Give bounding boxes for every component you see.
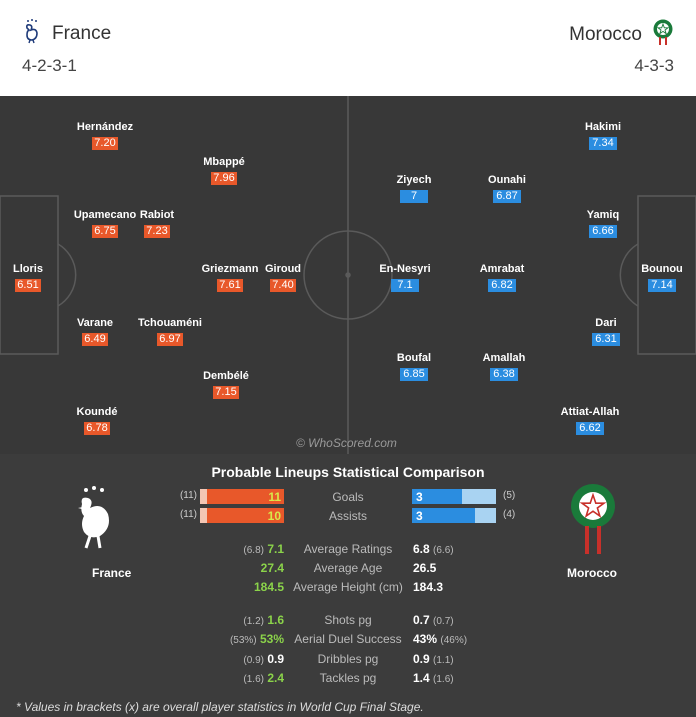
stat-label: Goals	[332, 490, 364, 504]
stats-comparison: Probable Lineups Statistical Comparison …	[0, 454, 696, 717]
home-team-label: France	[92, 566, 132, 580]
match-header: France 4-2-3-1 Morocco 4-3-3	[0, 0, 696, 96]
player-rating: 7.61	[217, 279, 243, 292]
stat-row: (1.6) 2.4 Tackles pg 1.4 (1.6)	[243, 671, 454, 685]
watermark: © WhoScored.com	[296, 436, 397, 450]
player-rating: 7.20	[92, 137, 118, 150]
away-team-label: Morocco	[567, 566, 618, 580]
away-bar-fill	[412, 508, 475, 523]
comparison-title: Probable Lineups Statistical Comparison	[211, 464, 485, 480]
home-bar: 11	[200, 489, 284, 504]
home-player[interactable]: Tchouaméni 6.97	[138, 317, 202, 346]
away-player[interactable]: Dari 6.31	[546, 316, 666, 346]
away-bar-fill	[412, 489, 462, 504]
home-player[interactable]: Lloris 6.51	[13, 263, 43, 292]
home-bar-fill	[207, 489, 284, 504]
player-rating: 7.23	[144, 225, 170, 238]
player-rating: 7.14	[648, 279, 676, 292]
away-formation: 4-3-3	[634, 56, 674, 75]
home-player[interactable]: Giroud 7.40	[264, 263, 302, 292]
away-player[interactable]: Yamiq 6.66	[586, 209, 620, 238]
home-player[interactable]: Upamecano 6.75	[73, 209, 137, 238]
player-rating: 7.34	[589, 137, 617, 150]
player-rating: 6.97	[157, 333, 183, 346]
player-rating: 7.96	[211, 172, 237, 185]
away-player[interactable]: Boufal 6.85	[396, 352, 432, 381]
player-rating: 6.31	[592, 333, 620, 346]
away-player[interactable]: Attiat-Allah 6.62	[560, 406, 620, 435]
player-rating: 6.62	[576, 422, 604, 435]
morocco-crest-icon	[652, 18, 674, 52]
pitch-markings	[0, 96, 696, 454]
home-player[interactable]: Koundé 6.78	[76, 406, 118, 435]
away-player[interactable]: Amrabat 6.82	[479, 263, 525, 292]
player-rating: 6.78	[84, 422, 110, 435]
away-team[interactable]: Morocco	[569, 18, 674, 52]
player-rating: 6.66	[589, 225, 617, 238]
france-rooster-icon	[22, 18, 42, 50]
player-rating: 7	[400, 190, 428, 203]
stat-row-assists: (11) 10 Assists 3 (4)	[0, 508, 696, 524]
away-player[interactable]: Hakimi 7.34	[584, 121, 622, 150]
home-overall: (11)	[179, 490, 197, 501]
stat-label: Assists	[328, 509, 367, 523]
away-player[interactable]: Bounou 7.14	[641, 263, 683, 292]
footnote: * Values in brackets (x) are overall pla…	[16, 700, 424, 714]
home-player[interactable]: Hernández 7.20	[76, 121, 134, 150]
away-player[interactable]: Ziyech 7	[396, 174, 432, 203]
lineup-pitch: Hernández 7.20 Mbappé 7.96 Upamecano 6.7…	[0, 96, 696, 454]
home-player[interactable]: Griezmann 7.61	[201, 263, 259, 292]
stat-row: 27.4 Average Age 26.5	[260, 561, 437, 575]
home-player[interactable]: Dembélé 7.15	[203, 370, 249, 399]
france-rooster-icon	[64, 486, 124, 557]
player-rating: 6.85	[400, 368, 428, 381]
home-formation: 4-2-3-1	[22, 56, 77, 75]
stat-row: (6.8) 7.1 Average Ratings 6.8 (6.6)	[243, 542, 454, 556]
away-bar: 3	[412, 489, 496, 504]
away-player[interactable]: En-Nesyri 7.1	[379, 263, 431, 292]
stat-row: (0.9) 0.9 Dribbles pg 0.9 (1.1)	[243, 652, 454, 666]
home-player[interactable]: Mbappé 7.96	[203, 156, 245, 185]
home-player[interactable]: Varane 6.49	[76, 317, 114, 346]
player-rating: 6.87	[493, 190, 521, 203]
morocco-crest-icon	[570, 482, 616, 563]
home-bar-fill	[207, 508, 284, 523]
home-bar: 10	[200, 508, 284, 523]
player-rating: 6.51	[15, 279, 41, 292]
away-bar: 3	[412, 508, 496, 523]
home-team-name: France	[52, 23, 112, 44]
home-team[interactable]: France	[22, 18, 111, 50]
player-rating: 6.49	[82, 333, 108, 346]
home-player[interactable]: Rabiot 7.23	[139, 209, 175, 238]
player-rating: 6.82	[488, 279, 516, 292]
player-rating: 7.1	[391, 279, 419, 292]
stat-row: (53%) 53% Aerial Duel Success 43% (46%)	[229, 632, 468, 646]
player-rating: 6.38	[490, 368, 518, 381]
player-rating: 7.40	[270, 279, 296, 292]
player-rating: 6.75	[92, 225, 118, 238]
away-player[interactable]: Ounahi 6.87	[488, 174, 526, 203]
away-overall: (4)	[503, 509, 516, 520]
away-team-name: Morocco	[569, 24, 642, 45]
stat-row: (1.2) 1.6 Shots pg 0.7 (0.7)	[243, 613, 454, 627]
away-player[interactable]: Amallah 6.38	[482, 352, 526, 381]
stat-row: 184.5 Average Height (cm) 184.3	[253, 580, 444, 594]
player-rating: 7.15	[213, 386, 239, 399]
stat-row-goals: (11) 11 Goals 3 (5)	[0, 489, 696, 505]
home-overall: (11)	[179, 509, 197, 520]
away-overall: (5)	[503, 490, 516, 501]
